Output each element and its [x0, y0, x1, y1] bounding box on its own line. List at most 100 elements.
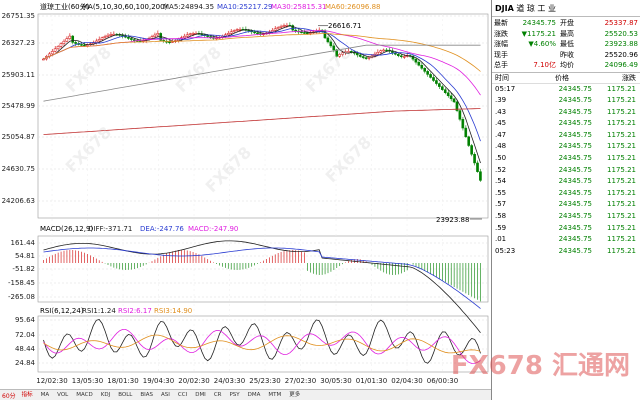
tick-change: 1175.21 — [607, 235, 636, 244]
candle-body — [473, 153, 476, 164]
candle-body — [65, 38, 69, 42]
candle-body — [461, 119, 465, 129]
price-chart[interactable]: 道琼工业(60分)MA(5,10,30,60,100,200)MA5:24894… — [0, 0, 491, 389]
candle-body — [74, 42, 77, 44]
candle-body — [150, 36, 154, 39]
x-tick-label: 19/04:30 — [143, 377, 174, 385]
candle-body — [446, 92, 450, 97]
candle-body — [443, 89, 447, 93]
candle-body — [435, 80, 438, 84]
candle-body — [432, 77, 435, 81]
tick-change: 1175.21 — [607, 154, 636, 163]
rsi1-line — [43, 319, 481, 364]
period-selector[interactable]: 60分 — [2, 392, 16, 400]
tab-5[interactable]: BOLL — [118, 391, 133, 398]
candle-body — [329, 41, 333, 47]
candle-body — [56, 46, 60, 50]
tab-11[interactable]: PSY — [229, 391, 240, 398]
candle-body — [226, 33, 230, 36]
tab-7[interactable]: ASI — [161, 391, 170, 398]
quote-v1: ▼1175.21 — [521, 29, 556, 38]
candle-body — [153, 34, 157, 37]
tick-row[interactable]: .43 24345.75 1175.21 — [492, 107, 640, 119]
candle-body — [385, 49, 388, 52]
candle-body — [68, 35, 72, 39]
tick-price: 24345.75 — [558, 223, 592, 232]
col-change: 涨跌 — [622, 73, 636, 82]
tick-price: 24345.75 — [558, 188, 592, 197]
tick-row[interactable]: .55 24345.75 1175.21 — [492, 188, 640, 200]
tick-row[interactable]: .01 24345.75 1175.21 — [492, 234, 640, 246]
candle-body — [399, 55, 403, 57]
rsi-tick-label: 48.44 — [15, 345, 36, 353]
tick-change: 1175.21 — [607, 200, 636, 209]
quote-row: 涨幅 ▼4.60% 最低 23923.88 — [494, 39, 638, 50]
x-tick-label: 18/01:30 — [107, 377, 138, 385]
candle-body — [109, 34, 113, 36]
tab-9[interactable]: DMI — [195, 391, 206, 398]
candle-body — [185, 34, 189, 37]
low-label: 23923.88 — [436, 216, 469, 224]
tick-row[interactable]: .45 24345.75 1175.21 — [492, 118, 640, 130]
tab-6[interactable]: BIAS — [140, 391, 153, 398]
tick-change: 1175.21 — [607, 188, 636, 197]
tick-time: .43 — [495, 107, 507, 116]
tick-row[interactable]: .47 24345.75 1175.21 — [492, 130, 640, 142]
tick-table[interactable]: 05:17 24345.75 1175.21.39 24345.75 1175.21.4… — [492, 84, 640, 258]
quote-l1: 总手 — [494, 61, 508, 69]
chart-title: 道琼工业(60分) — [40, 2, 90, 11]
tab-12[interactable]: DMA — [247, 391, 261, 398]
candle-body — [132, 39, 136, 41]
tab-13[interactable]: MTM — [268, 391, 282, 398]
tick-time: .59 — [495, 223, 507, 232]
tick-row[interactable]: .54 24345.75 1175.21 — [492, 176, 640, 188]
quote-l2: 开盘 — [560, 19, 574, 27]
macd-dif-line — [43, 240, 481, 333]
ma5-line — [43, 25, 481, 164]
tick-row[interactable]: .58 24345.75 1175.21 — [492, 211, 640, 223]
ma30-line — [43, 30, 481, 96]
rsi-tick-label: 95.64 — [15, 316, 36, 324]
symbol-name: 道 琼 工 业 — [516, 4, 556, 13]
candle-body — [294, 29, 297, 32]
x-tick-label: 27/02:30 — [285, 377, 316, 385]
tab-2[interactable]: VOL — [57, 391, 69, 398]
candle-body — [71, 35, 75, 43]
tick-change: 1175.21 — [607, 165, 636, 174]
tick-row[interactable]: .59 24345.75 1175.21 — [492, 223, 640, 235]
tab-8[interactable]: CCI — [177, 391, 188, 398]
tab-0[interactable]: 指标 — [21, 391, 33, 398]
candle-body — [100, 37, 104, 40]
tab-14[interactable]: 更多 — [289, 391, 301, 398]
quote-l2: 最低 — [560, 40, 574, 48]
tab-4[interactable]: KDJ — [100, 391, 111, 398]
quote-v2: 25520.53 — [604, 29, 638, 38]
chart-area[interactable]: 道琼工业(60分) MA(5,10,30,60,100,200) MA5:24894… — [0, 0, 491, 400]
tick-table-header: 时间 价格 涨跌 — [492, 73, 640, 84]
candle-body — [426, 71, 429, 75]
tab-1[interactable]: MA — [40, 391, 50, 398]
quote-v2: 24096.49 — [604, 61, 638, 69]
tick-row[interactable]: .57 24345.75 1175.21 — [492, 199, 640, 211]
tick-row[interactable]: .50 24345.75 1175.21 — [492, 153, 640, 165]
tick-row[interactable]: .52 24345.75 1175.21 — [492, 165, 640, 177]
tab-10[interactable]: CR — [213, 391, 222, 398]
main-frame — [37, 13, 489, 219]
tick-price: 24345.75 — [558, 165, 592, 174]
rsi-1: RSI1:1.24 — [82, 307, 116, 315]
tick-time: .01 — [495, 235, 507, 244]
tick-row[interactable]: .39 24345.75 1175.21 — [492, 95, 640, 107]
quote-l2: 昨收 — [560, 50, 574, 59]
quote-v1: 7.10亿 — [533, 61, 556, 69]
tick-row[interactable]: 05:17 24345.75 1175.21 — [492, 84, 640, 96]
candle-body — [50, 51, 54, 55]
rsi-tick-label: 24.84 — [15, 359, 36, 367]
x-tick-label: 02/04:30 — [391, 377, 422, 385]
rsi-frame — [37, 315, 489, 373]
candle-body — [411, 55, 415, 60]
candle-body — [106, 34, 110, 37]
tick-row[interactable]: .48 24345.75 1175.21 — [492, 141, 640, 153]
tick-row[interactable]: 05:23 24345.75 1175.21 — [492, 246, 640, 258]
tab-3[interactable]: MACD — [76, 391, 93, 398]
candle-body — [80, 44, 83, 46]
